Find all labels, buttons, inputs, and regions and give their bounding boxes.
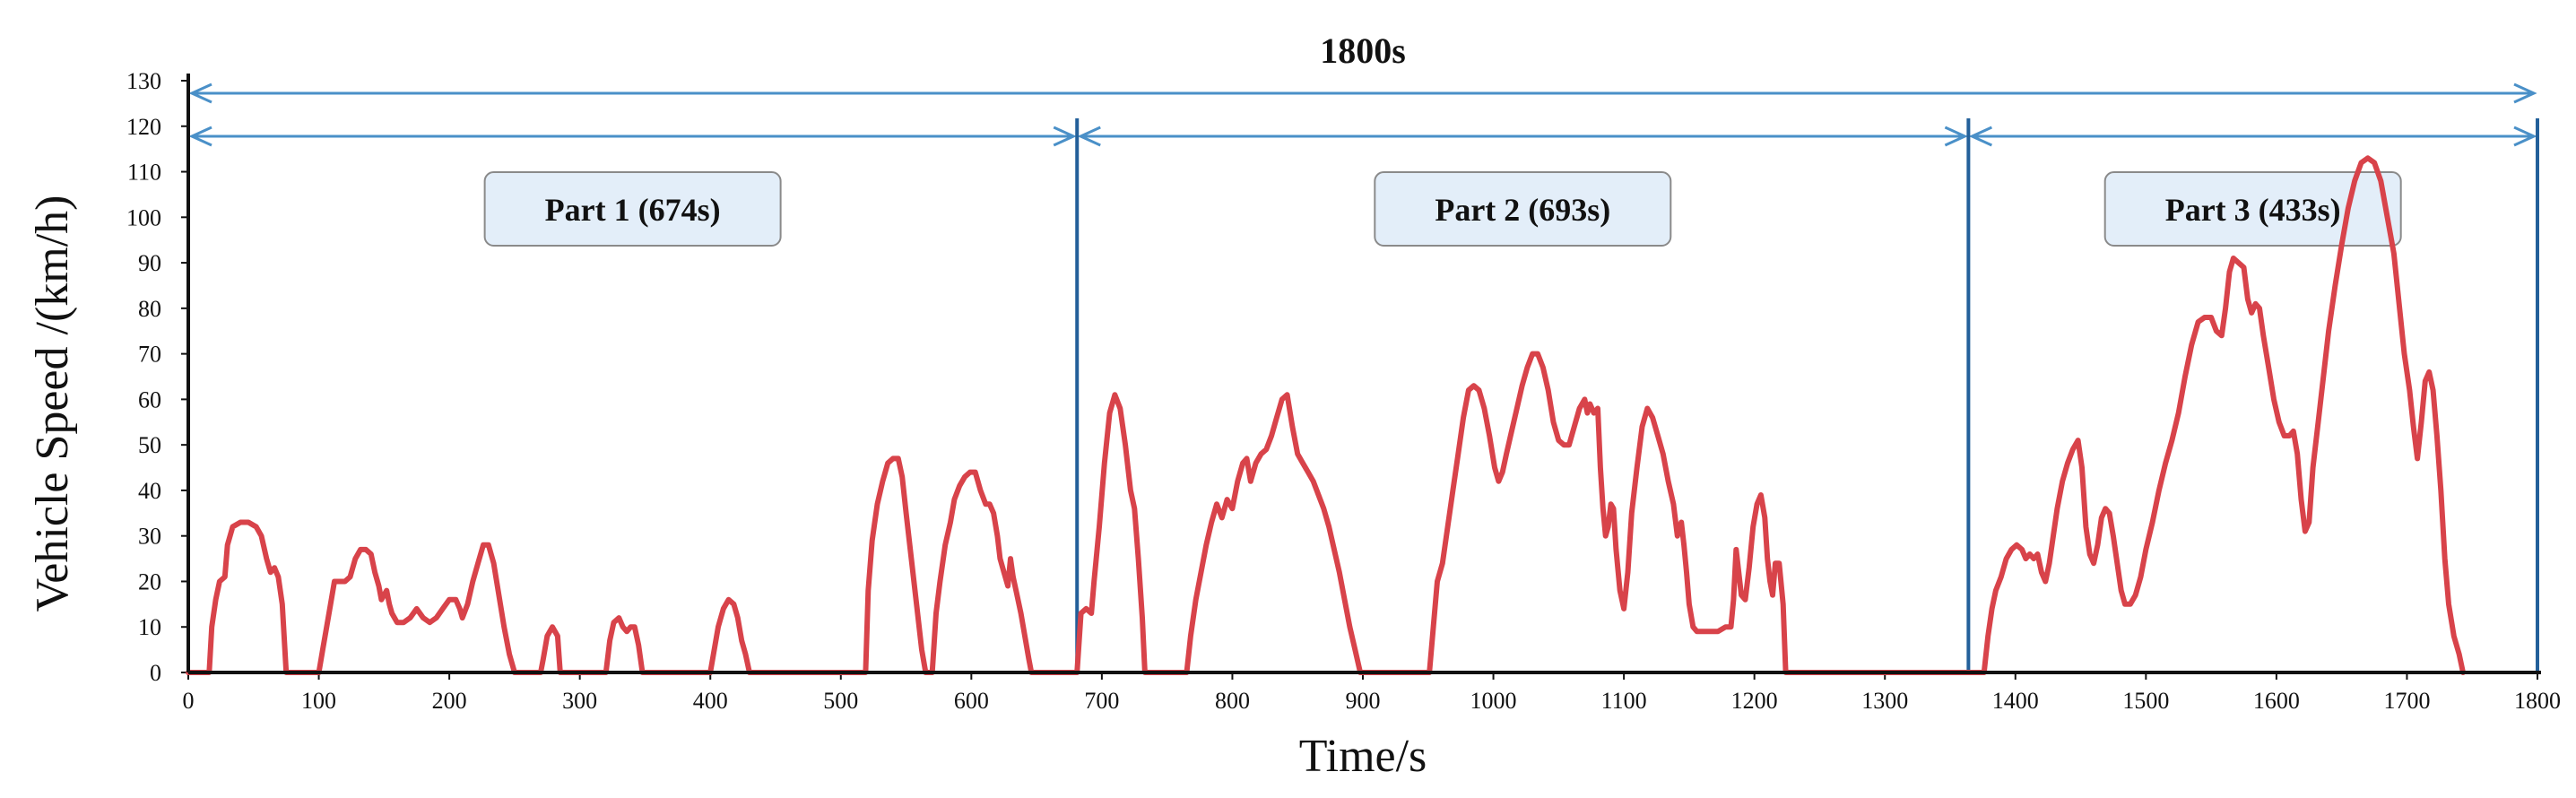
x-tick-label: 1300 bbox=[1861, 688, 1908, 714]
x-tick-label: 1400 bbox=[1992, 688, 2039, 714]
part-label: Part 3 (433s) bbox=[2165, 192, 2341, 228]
arrow-head-right bbox=[2513, 126, 2537, 147]
x-axis-ticks: 0 100 200 300 400 500 600 700 800 900 1000 1100 1200… bbox=[183, 672, 2561, 714]
y-axis-title: Vehicle Speed /(km/h) bbox=[27, 195, 78, 612]
y-tick-label: 70 bbox=[138, 342, 161, 368]
y-tick-label: 110 bbox=[127, 160, 161, 186]
x-tick-label: 700 bbox=[1084, 688, 1119, 714]
part-box: Part 3 (433s) bbox=[2103, 171, 2402, 247]
x-tick-label: 200 bbox=[432, 688, 467, 714]
y-axis-ticks: 0 10 20 30 40 50 60 70 80 90 100 110 120 130 bbox=[126, 68, 188, 686]
x-tick-label: 1700 bbox=[2383, 688, 2430, 714]
part-box: Part 2 (693s) bbox=[1374, 171, 1672, 247]
part-box-frame bbox=[2103, 171, 2402, 247]
arrow-head-right bbox=[2513, 82, 2537, 104]
arrow-head-left bbox=[1077, 126, 1101, 147]
x-tick-label: 100 bbox=[301, 688, 336, 714]
part-duration-arrow bbox=[188, 126, 1077, 147]
y-tick-label: 40 bbox=[138, 478, 161, 504]
x-tick-label: 300 bbox=[562, 688, 597, 714]
arrow-head-left bbox=[188, 126, 212, 147]
y-tick-label: 30 bbox=[138, 524, 161, 550]
arrow-head-left bbox=[1968, 126, 1992, 147]
part-box-frame bbox=[1374, 171, 1672, 247]
y-tick-label: 50 bbox=[138, 432, 161, 458]
x-tick-label: 1600 bbox=[2253, 688, 2300, 714]
y-tick-label: 90 bbox=[138, 250, 161, 276]
x-tick-label: 0 bbox=[183, 688, 195, 714]
x-axis-title: Time/s bbox=[1299, 731, 1427, 782]
x-tick-label: 600 bbox=[954, 688, 989, 714]
y-tick-label: 10 bbox=[138, 614, 161, 640]
part-dividers bbox=[1075, 118, 2539, 672]
arrow-head-right bbox=[1944, 126, 1969, 147]
y-tick-label: 60 bbox=[138, 386, 161, 412]
speed-series-line bbox=[186, 155, 2466, 675]
part-label: Part 1 (674s) bbox=[545, 192, 721, 228]
x-tick-label: 1200 bbox=[1731, 688, 1778, 714]
x-tick-label: 500 bbox=[823, 688, 858, 714]
part-label: Part 2 (693s) bbox=[1435, 192, 1610, 228]
y-tick-label: 100 bbox=[126, 204, 161, 230]
x-tick-label: 400 bbox=[693, 688, 728, 714]
y-tick-label: 20 bbox=[138, 568, 161, 594]
part-duration-arrow bbox=[1077, 126, 1969, 147]
x-tick-label: 1500 bbox=[2122, 688, 2169, 714]
arrow-head-left bbox=[188, 82, 212, 104]
x-tick-label: 1800 bbox=[2514, 688, 2561, 714]
part-duration-arrow bbox=[1968, 126, 2537, 147]
duration-arrows bbox=[188, 82, 2537, 147]
total-duration-arrow bbox=[188, 82, 2537, 104]
total-duration-label: 1800s bbox=[1320, 30, 1406, 71]
x-tick-label: 800 bbox=[1215, 688, 1250, 714]
y-tick-label: 0 bbox=[150, 660, 161, 686]
part-box-frame bbox=[483, 171, 782, 247]
arrow-head-right bbox=[1053, 126, 1077, 147]
part-box: Part 1 (674s) bbox=[483, 171, 782, 247]
y-tick-label: 120 bbox=[126, 114, 161, 140]
part-boxes: Part 1 (674s) Part 2 (693s) Part 3 (433s) bbox=[483, 171, 2402, 247]
x-tick-label: 1100 bbox=[1601, 688, 1647, 714]
x-tick-label: 1000 bbox=[1470, 688, 1517, 714]
x-tick-label: 900 bbox=[1346, 688, 1381, 714]
y-tick-label: 130 bbox=[126, 68, 161, 94]
y-tick-label: 80 bbox=[138, 296, 161, 322]
